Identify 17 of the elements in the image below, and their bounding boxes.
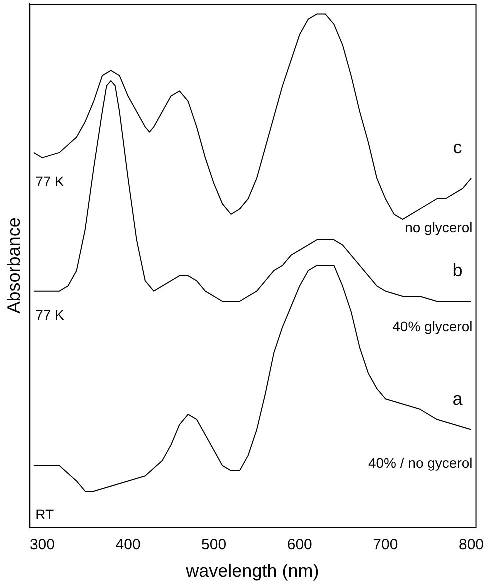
x-tick-label: 400 [116,536,141,554]
annotation: 40% / no gycerol [368,454,473,471]
annotation: RT [36,506,54,523]
y-axis-title: Absorbance [4,218,24,314]
annotation: 40% glycerol [392,318,473,334]
series-label: c [453,137,462,158]
x-tick-label: 800 [458,536,484,554]
annotation: 77 K [36,174,66,190]
x-tick-label: 500 [202,536,227,554]
annotation: no glycerol [405,219,473,236]
x-tick-label: 600 [287,536,312,554]
annotation: 77 K [36,307,66,324]
series-label: a [452,388,464,409]
x-axis-title: wavelength (nm) [185,561,320,582]
x-tick-label: 300 [30,536,55,554]
series-label: b [452,260,463,281]
x-tick-label: 700 [373,536,398,554]
